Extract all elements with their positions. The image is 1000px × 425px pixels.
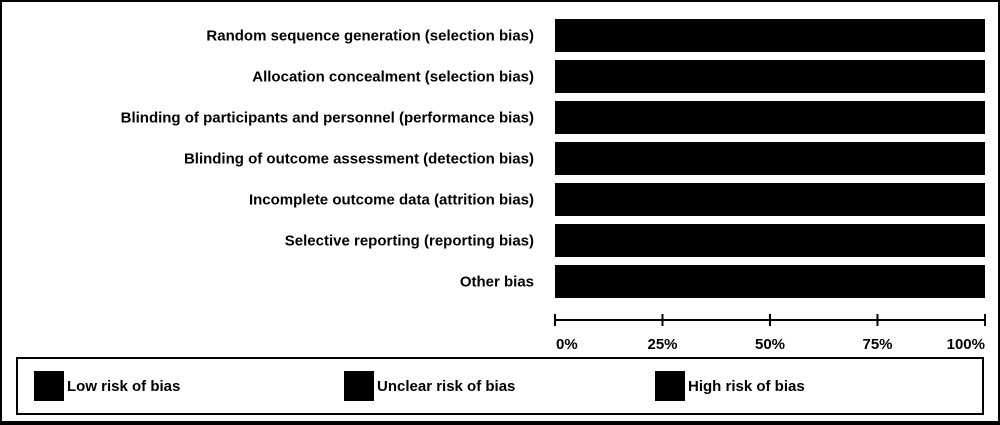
legend-swatch-unclear <box>344 371 374 401</box>
bar-segment <box>555 19 985 52</box>
legend-swatch-high <box>655 371 685 401</box>
bars-group <box>555 19 985 298</box>
category-label: Selective reporting (reporting bias) <box>285 233 534 250</box>
x-tick-label: 100% <box>947 336 985 353</box>
bar-segment <box>555 183 985 216</box>
bar-segment <box>555 265 985 298</box>
category-label: Blinding of outcome assessment (detectio… <box>184 151 534 168</box>
legend-label-unclear: Unclear risk of bias <box>377 377 516 395</box>
x-tick-label: 50% <box>755 336 785 353</box>
bar-segment <box>555 142 985 175</box>
bar-segment <box>555 60 985 93</box>
category-label: Blinding of participants and personnel (… <box>121 110 534 127</box>
category-label: Other bias <box>460 274 534 291</box>
x-tick-label: 25% <box>647 336 677 353</box>
legend-label-high: High risk of bias <box>688 377 805 395</box>
legend: Low risk of bias Unclear risk of bias Hi… <box>16 357 984 415</box>
category-label: Allocation concealment (selection bias) <box>252 69 534 86</box>
legend-label-low: Low risk of bias <box>67 377 181 395</box>
x-tick-label: 0% <box>556 336 578 353</box>
x-tick-label: 75% <box>862 336 892 353</box>
legend-item-low: Low risk of bias <box>34 371 180 401</box>
legend-item-high: High risk of bias <box>655 371 805 401</box>
bar-segment <box>555 224 985 257</box>
category-labels: Random sequence generation (selection bi… <box>121 28 534 291</box>
legend-item-unclear: Unclear risk of bias <box>344 371 515 401</box>
x-axis: 0% 25% 50% 75% 100% <box>554 314 986 353</box>
bar-segment <box>555 101 985 134</box>
category-label: Random sequence generation (selection bi… <box>206 28 534 45</box>
category-label: Incomplete outcome data (attrition bias) <box>249 192 534 209</box>
legend-swatch-low <box>34 371 64 401</box>
